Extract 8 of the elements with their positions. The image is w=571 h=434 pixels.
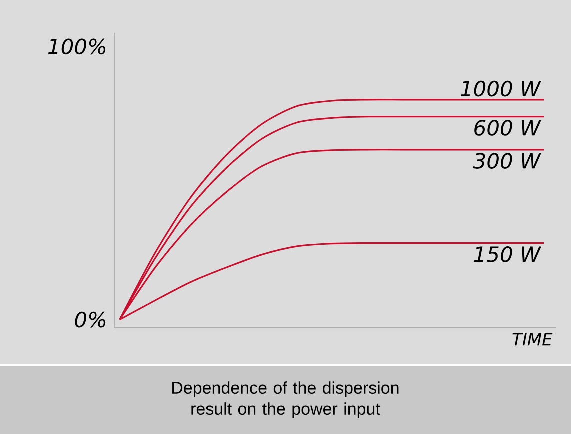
series-label: 1000 W	[460, 80, 542, 97]
text: Dependence of the dispersion result on the power input	[172, 382, 399, 418]
y-tick-label: 0%	[75, 312, 106, 328]
y-tick-label: 100%	[48, 38, 106, 55]
series-label: 300 W	[473, 153, 542, 169]
series-label: 600 W	[474, 120, 542, 136]
x-axis-title: TIME	[512, 333, 553, 346]
series-label: 150 W	[474, 246, 542, 262]
